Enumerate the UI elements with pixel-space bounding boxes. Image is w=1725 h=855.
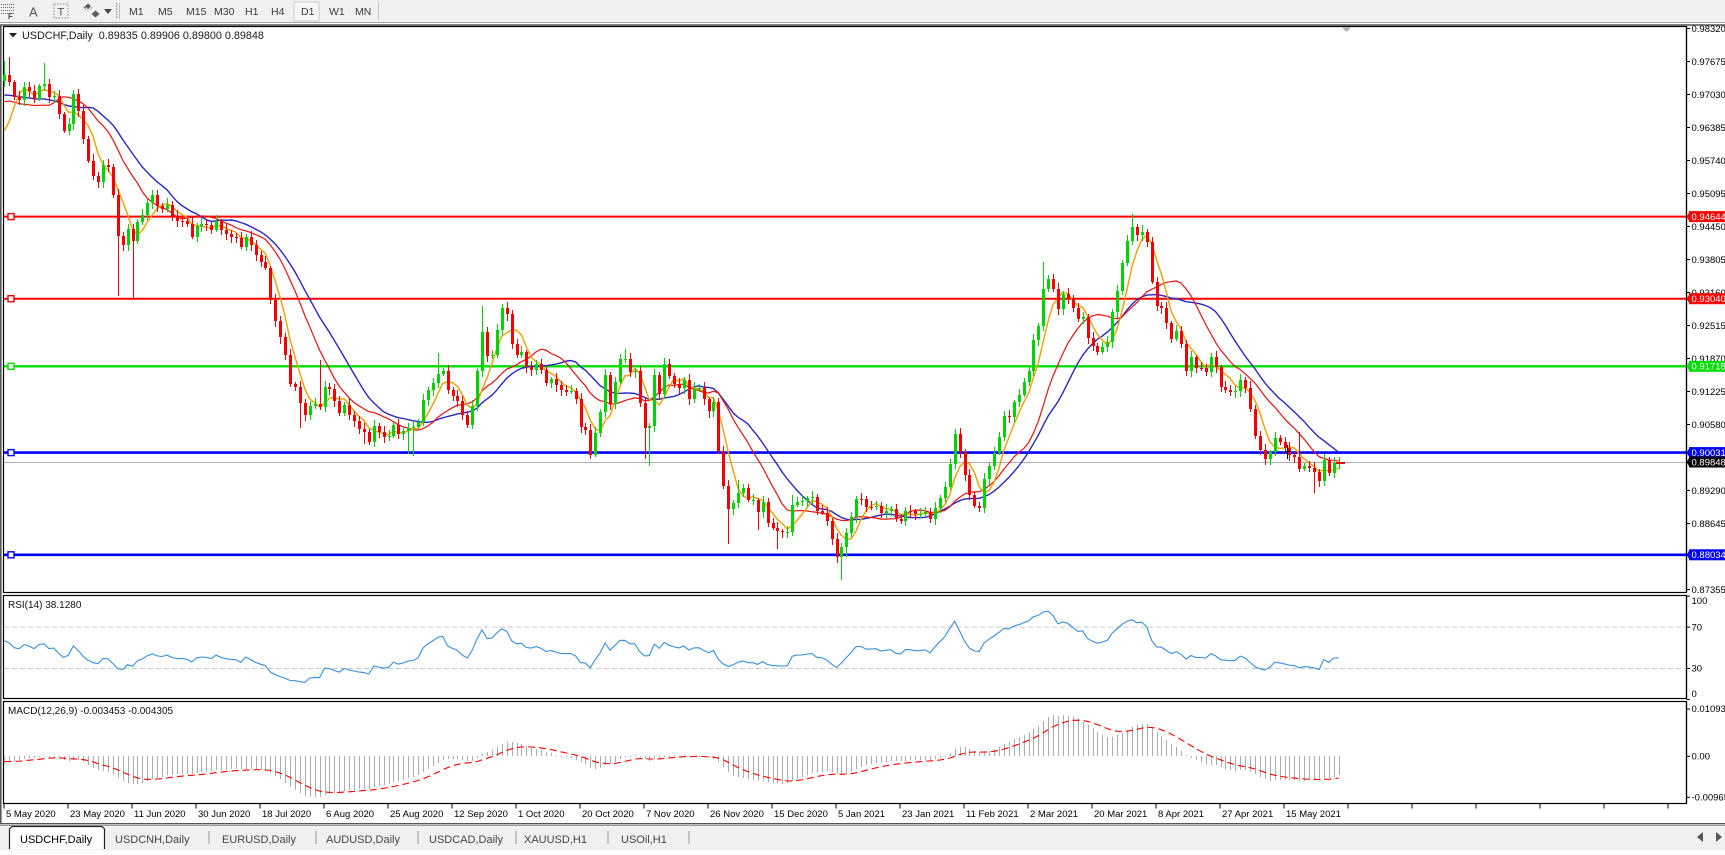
- svg-text:20 Oct 2020: 20 Oct 2020: [582, 809, 634, 820]
- svg-text:0.87355: 0.87355: [1692, 585, 1725, 596]
- svg-text:USDCNH,Daily: USDCNH,Daily: [115, 834, 190, 846]
- svg-text:XAUUSD,H1: XAUUSD,H1: [524, 834, 587, 846]
- svg-text:M15: M15: [186, 6, 207, 18]
- svg-text:H4: H4: [271, 6, 285, 18]
- svg-text:0.93040: 0.93040: [1692, 294, 1725, 305]
- svg-text:-0.009651: -0.009651: [1692, 793, 1725, 804]
- svg-text:0.00: 0.00: [1692, 752, 1711, 763]
- svg-text:D1: D1: [301, 6, 315, 18]
- svg-text:11 Jun 2020: 11 Jun 2020: [134, 809, 186, 820]
- svg-text:0.95095: 0.95095: [1692, 189, 1725, 200]
- svg-text:F: F: [8, 12, 13, 21]
- svg-text:2 Mar 2021: 2 Mar 2021: [1030, 809, 1078, 820]
- svg-text:30 Jun 2020: 30 Jun 2020: [198, 809, 250, 820]
- svg-text:0.91718: 0.91718: [1692, 362, 1725, 373]
- svg-text:0.92515: 0.92515: [1692, 321, 1725, 332]
- svg-text:H1: H1: [245, 6, 259, 18]
- svg-text:0.88034: 0.88034: [1692, 550, 1725, 561]
- svg-text:0.97675: 0.97675: [1692, 57, 1725, 68]
- svg-text:0.010933: 0.010933: [1692, 704, 1725, 715]
- svg-text:M30: M30: [214, 6, 235, 18]
- svg-text:M1: M1: [129, 6, 144, 18]
- svg-text:0.95740: 0.95740: [1692, 156, 1725, 167]
- svg-text:USDCHF,Daily: USDCHF,Daily: [20, 834, 93, 846]
- svg-text:20 Mar 2021: 20 Mar 2021: [1094, 809, 1147, 820]
- svg-text:0.89290: 0.89290: [1692, 486, 1725, 497]
- svg-text:0.93805: 0.93805: [1692, 255, 1725, 266]
- svg-text:0.98320: 0.98320: [1692, 24, 1725, 35]
- svg-text:11 Feb 2021: 11 Feb 2021: [966, 809, 1019, 820]
- svg-text:M5: M5: [158, 6, 173, 18]
- svg-text:6 Aug 2020: 6 Aug 2020: [326, 809, 374, 820]
- svg-text:USOil,H1: USOil,H1: [621, 834, 667, 846]
- svg-text:0.96385: 0.96385: [1692, 123, 1725, 134]
- svg-text:23 May 2020: 23 May 2020: [70, 809, 125, 820]
- svg-text:8 Apr 2021: 8 Apr 2021: [1158, 809, 1204, 820]
- svg-text:AUDUSD,Daily: AUDUSD,Daily: [326, 834, 400, 846]
- svg-text:0.89848: 0.89848: [1692, 457, 1725, 468]
- svg-text:18 Jul 2020: 18 Jul 2020: [262, 809, 311, 820]
- svg-text:W1: W1: [329, 6, 345, 18]
- svg-text:EURUSD,Daily: EURUSD,Daily: [222, 834, 296, 846]
- svg-text:A: A: [29, 5, 38, 20]
- svg-text:1 Oct 2020: 1 Oct 2020: [518, 809, 564, 820]
- svg-text:0: 0: [1692, 689, 1697, 700]
- svg-text:26 Nov 2020: 26 Nov 2020: [710, 809, 764, 820]
- svg-text:MN: MN: [355, 6, 371, 18]
- svg-text:25 Aug 2020: 25 Aug 2020: [390, 809, 443, 820]
- svg-text:T: T: [58, 7, 65, 19]
- svg-text:USDCHF,Daily 0.89835 0.89906: USDCHF,Daily 0.89835 0.89906 0.89800 0.8…: [22, 30, 264, 42]
- svg-text:7 Nov 2020: 7 Nov 2020: [646, 809, 695, 820]
- svg-text:0.88645: 0.88645: [1692, 519, 1725, 530]
- svg-text:30: 30: [1692, 664, 1703, 675]
- svg-text:0.94450: 0.94450: [1692, 222, 1725, 233]
- svg-text:RSI(14) 38.1280: RSI(14) 38.1280: [8, 600, 82, 611]
- svg-text:100: 100: [1692, 596, 1708, 607]
- svg-text:0.97030: 0.97030: [1692, 90, 1725, 101]
- svg-text:MACD(12,26,9) -0.003453 -0.004: MACD(12,26,9) -0.003453 -0.004305: [8, 706, 174, 717]
- svg-text:15 May 2021: 15 May 2021: [1286, 809, 1341, 820]
- svg-text:5 May 2020: 5 May 2020: [6, 809, 56, 820]
- svg-text:0.90580: 0.90580: [1692, 420, 1725, 431]
- svg-text:5 Jan 2021: 5 Jan 2021: [838, 809, 885, 820]
- svg-text:27 Apr 2021: 27 Apr 2021: [1222, 809, 1273, 820]
- svg-text:23 Jan 2021: 23 Jan 2021: [902, 809, 954, 820]
- svg-text:0.91225: 0.91225: [1692, 387, 1725, 398]
- svg-text:12 Sep 2020: 12 Sep 2020: [454, 809, 508, 820]
- svg-text:USDCAD,Daily: USDCAD,Daily: [429, 834, 503, 846]
- svg-text:70: 70: [1692, 622, 1703, 633]
- svg-text:15 Dec 2020: 15 Dec 2020: [774, 809, 828, 820]
- svg-text:0.94644: 0.94644: [1692, 212, 1725, 223]
